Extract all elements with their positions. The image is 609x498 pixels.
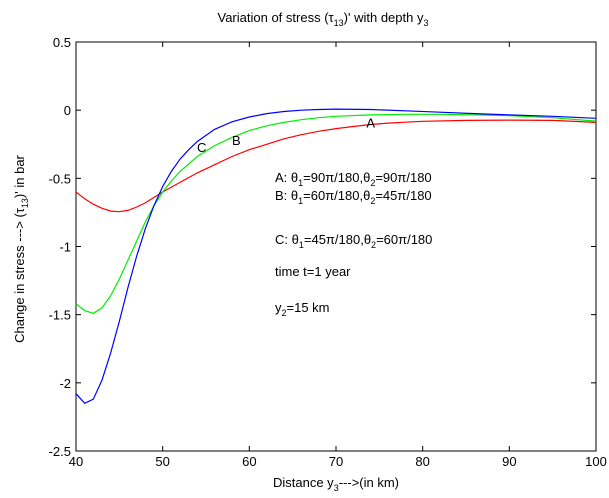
y-tick-label: -0.5	[49, 171, 71, 186]
y-tick-label: 0.5	[53, 35, 71, 50]
series-b-label: B	[232, 133, 241, 148]
series-c-label: C	[197, 140, 206, 155]
x-axis-label: Distance y3--->(in km)	[273, 475, 399, 493]
depth-note: y2=15 km	[275, 300, 330, 318]
series-a-label: A	[366, 115, 375, 130]
y-tick-label: -1	[59, 240, 71, 255]
y-tick-label: -1.5	[49, 308, 71, 323]
x-tick-label: 70	[329, 454, 343, 469]
series-c-line	[75, 108, 597, 405]
annotation-b: B: θ1=60π/180,θ2=45π/180	[275, 188, 432, 206]
annotation-c: C: θ1=45π/180,θ2=60π/180	[275, 232, 432, 250]
curve-labels: A B C	[197, 115, 375, 155]
y-axis-label: Change in stress ---> (τ13)' in bar	[12, 154, 30, 342]
series-a-line	[75, 119, 597, 213]
x-tick-label: 100	[585, 454, 607, 469]
series-b-line	[75, 113, 597, 314]
curves	[75, 108, 597, 405]
x-tick-label: 50	[155, 454, 169, 469]
annotation-text: A: θ1=90π/180,θ2=90π/180 B: θ1=60π/180,θ…	[275, 170, 432, 318]
axis-ticks: 40 50 60 70 80 90 100 -2.5 -2 -1.5 -1 -0.5 0 0.5	[49, 35, 607, 469]
y-tick-label: -2.5	[49, 444, 71, 459]
x-tick-label: 80	[415, 454, 429, 469]
x-tick-label: 60	[242, 454, 256, 469]
y-tick-label: 0	[64, 103, 71, 118]
y-tick-label: -2	[59, 376, 71, 391]
annotation-a: A: θ1=90π/180,θ2=90π/180	[275, 170, 432, 188]
chart-title: Variation of stress (τ13)' with depth y3	[218, 10, 429, 28]
time-note: time t=1 year	[275, 264, 351, 279]
x-tick-label: 90	[502, 454, 516, 469]
x-tick-label: 40	[69, 454, 83, 469]
